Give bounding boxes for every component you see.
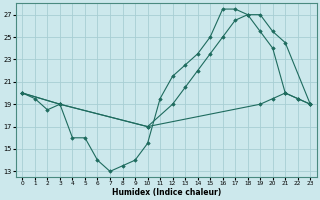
X-axis label: Humidex (Indice chaleur): Humidex (Indice chaleur) <box>112 188 221 197</box>
